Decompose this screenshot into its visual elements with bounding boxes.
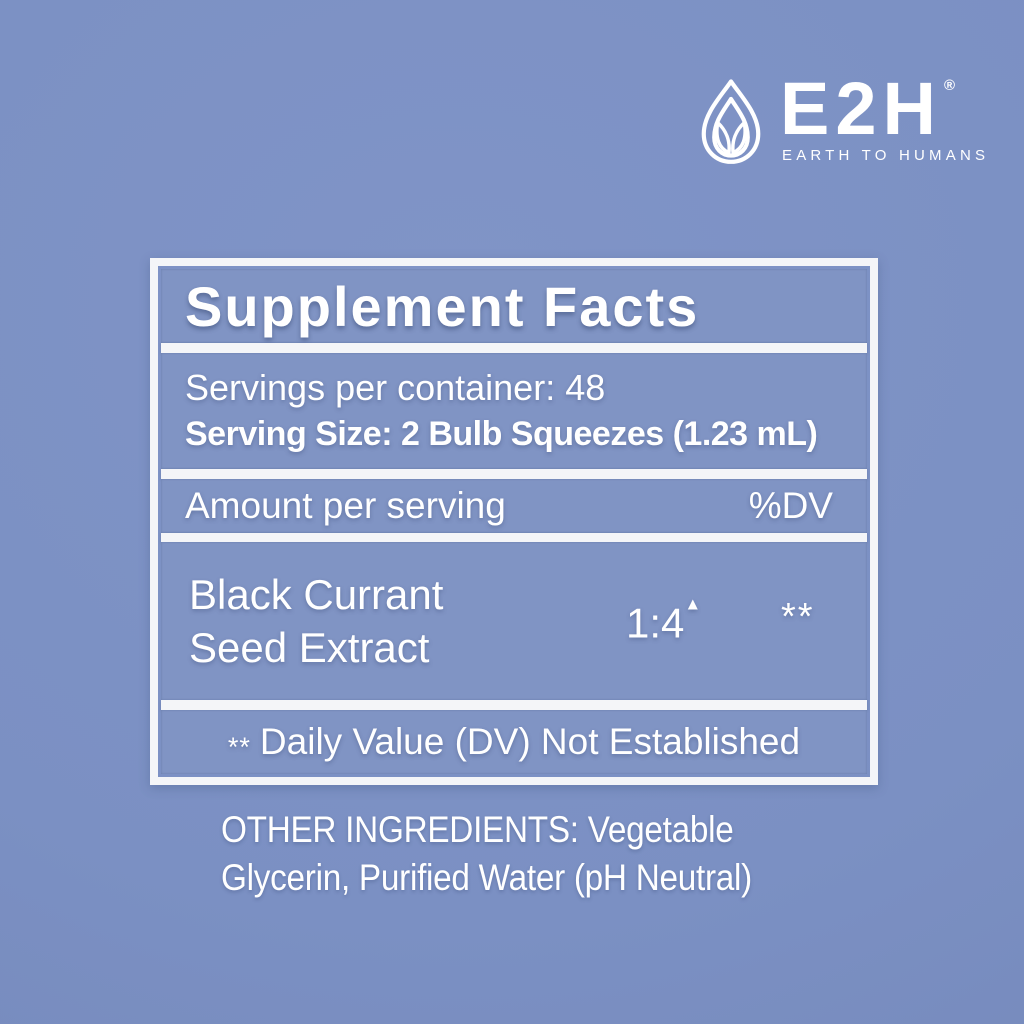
ingredient-amount-value: 1:4 [626, 599, 685, 647]
brand-logo-text: E2H ® EARTH TO HUMANS [780, 67, 990, 165]
ingredient-amount-footnote-mark: ▲ [684, 594, 702, 614]
panel-title: Supplement Facts [185, 274, 700, 338]
ingredient-name-line2: Seed Extract [189, 624, 430, 671]
section-divider [161, 469, 867, 479]
other-ingredients: OTHER INGREDIENTS: Vegetable Glycerin, P… [221, 806, 752, 902]
panel-title-section: Supplement Facts [161, 269, 867, 343]
other-ingredients-line1: OTHER INGREDIENTS: Vegetable [221, 809, 734, 850]
amount-per-serving-header: Amount per serving [185, 485, 506, 526]
footnote-text: Daily Value (DV) Not Established [259, 721, 801, 762]
brand-name: E2H [780, 67, 942, 150]
brand-logo: E2H ® EARTH TO HUMANS [696, 67, 990, 166]
ingredient-row: Black Currant Seed Extract 1:4▲ ** [161, 542, 867, 700]
serving-size: Serving Size: 2 Bulb Squeezes (1.23 mL) [185, 415, 818, 453]
other-ingredients-line2: Glycerin, Purified Water (pH Neutral) [221, 857, 752, 898]
servings-section: Servings per container: 48 Serving Size:… [161, 353, 867, 469]
section-divider [161, 343, 867, 353]
droplet-leaves-icon [701, 79, 761, 164]
column-header-section: Amount per serving %DV [161, 479, 867, 533]
percent-dv-header: %DV [748, 485, 833, 526]
footnote-section: ** Daily Value (DV) Not Established [161, 710, 867, 774]
section-divider [161, 700, 867, 710]
registered-trademark-symbol: ® [943, 77, 956, 94]
brand-tagline: EARTH TO HUMANS [782, 147, 990, 164]
section-divider [161, 533, 867, 542]
ingredient-dv-value: ** [781, 596, 815, 639]
servings-per-container: Servings per container: 48 [185, 367, 606, 408]
footnote-mark: ** [227, 731, 251, 762]
ingredient-amount: 1:4▲ [626, 595, 701, 648]
ingredient-name-line1: Black Currant [189, 571, 444, 618]
ingredient-name: Black Currant Seed Extract [189, 568, 443, 674]
supplement-facts-panel: Supplement Facts Servings per container:… [150, 258, 878, 785]
